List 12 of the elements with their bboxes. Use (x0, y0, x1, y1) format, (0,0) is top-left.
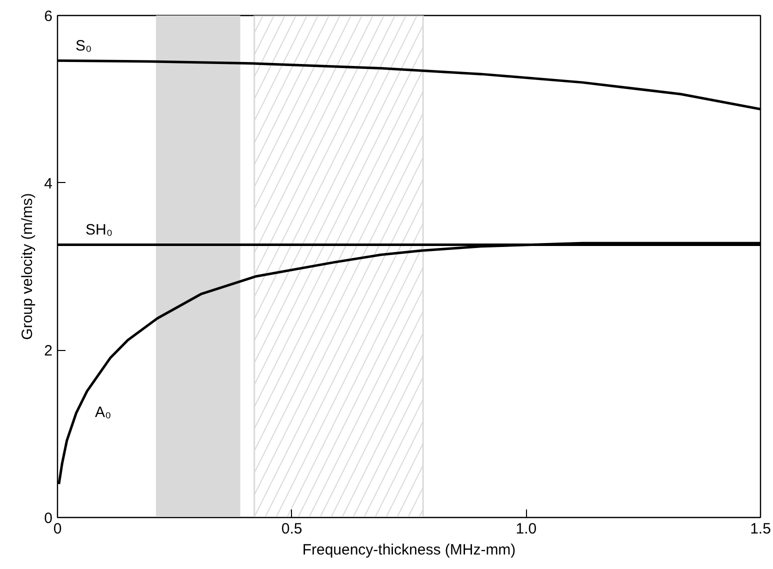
y-axis-title: Group velocity (m/ms) (19, 193, 36, 340)
y-tick-label: 6 (44, 8, 52, 25)
series-label: A₀ (95, 404, 112, 422)
x-tick-label: 1.0 (516, 520, 537, 538)
x-axis-title: Frequency-thickness (MHz-mm) (302, 542, 516, 558)
y-tick-label: 2 (44, 342, 52, 360)
x-tick-label: 0.5 (281, 520, 302, 538)
y-tick-label: 0 (44, 510, 52, 527)
series-label: SH₀ (86, 222, 113, 239)
y-tick-label: 4 (44, 175, 52, 192)
x-tick-label: 1.5 (750, 520, 771, 538)
series-label: S₀ (76, 38, 92, 55)
